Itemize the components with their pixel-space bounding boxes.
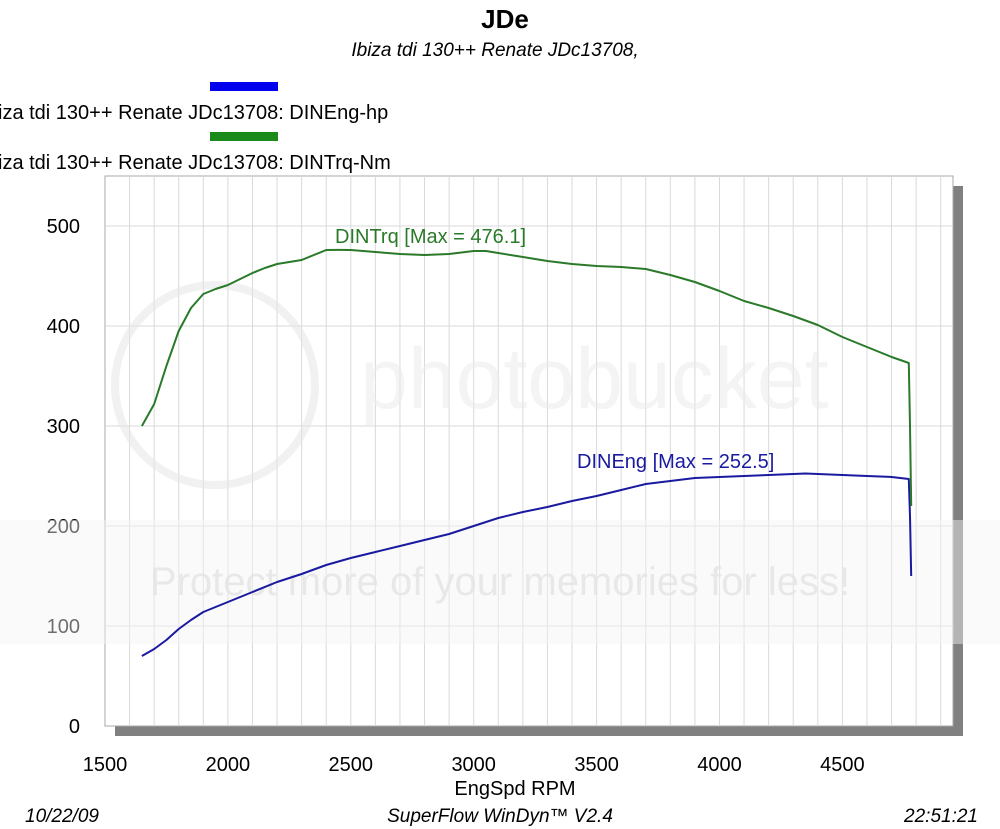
legend-swatch-hp [210,82,278,91]
footer-time: 22:51:21 [903,806,978,827]
x-tick-label: 4000 [697,754,742,776]
torque-series-line [141,248,913,507]
plot-shadow-right [953,186,963,736]
chart-title: JDe [481,4,529,34]
x-axis-ticks: 1500 2000 2500 3000 3500 4000 4500 [83,754,865,776]
x-tick-label: 3000 [451,754,496,776]
x-tick-label: 2500 [329,754,374,776]
x-tick-label: 2000 [206,754,251,776]
plot-shadow-bottom [115,726,963,736]
y-axis-ticks: 0 100 200 300 400 500 [47,216,80,738]
y-tick-label: 300 [47,416,80,438]
chart-subtitle: Ibiza tdi 130++ Renate JDc13708, [351,40,638,61]
y-tick-label: 400 [47,316,80,338]
torque-max-annotation: DINTrq [Max = 476.1] [335,226,526,248]
watermark-tagline: Protect more of your memories for less! [150,560,850,604]
hp-series-line [141,472,913,657]
y-tick-label: 0 [69,716,80,738]
x-axis-label: EngSpd RPM [454,778,575,800]
watermark-brand: photobucket [360,331,829,427]
footer-date: 10/22/09 [25,806,99,827]
y-tick-label: 500 [47,216,80,238]
x-tick-label: 3500 [574,754,619,776]
watermark: photobucket [111,281,829,489]
x-tick-label: 1500 [83,754,128,776]
series-layer [141,248,913,657]
x-tick-label: 4500 [820,754,865,776]
y-tick-label: 200 [47,516,80,538]
legend-swatch-torque [210,132,278,141]
hp-max-annotation: DINEng [Max = 252.5] [577,451,774,473]
y-tick-label: 100 [47,616,80,638]
plot-area [104,175,954,727]
watermark-ring-icon [111,281,319,489]
watermark-band [0,520,1000,644]
legend-label-torque: iza tdi 130++ Renate JDc13708: DINTrq-Nm [0,152,391,174]
footer-software: SuperFlow WinDyn™ V2.4 [387,806,613,827]
legend-label-hp: iza tdi 130++ Renate JDc13708: DINEng-hp [0,102,388,124]
legend: iza tdi 130++ Renate JDc13708: DINEng-hp… [0,82,391,174]
